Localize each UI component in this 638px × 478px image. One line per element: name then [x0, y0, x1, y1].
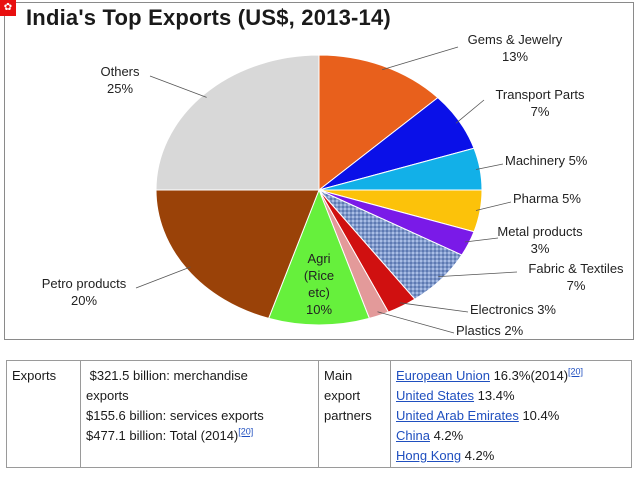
- partner-item: United Arab Emirates 10.4%: [396, 408, 560, 423]
- pie-slice-others: [155, 54, 320, 191]
- leader-line: [377, 311, 455, 334]
- slice-label: Transport Parts 7%: [495, 87, 585, 119]
- partner-item: European Union 16.3%(2014)[20]: [396, 366, 584, 383]
- leader-line: [399, 302, 469, 313]
- leader-line: [381, 46, 459, 71]
- exports-line-merchandise-cont: exports: [86, 388, 129, 403]
- partner-reference-link[interactable]: [20]: [568, 366, 584, 377]
- logo-flower-icon: ✿: [0, 0, 16, 16]
- partner-link-uae[interactable]: United Arab Emirates: [396, 408, 519, 423]
- slice-label: Pharma 5%: [513, 191, 581, 206]
- slice-label: Others 25%: [100, 64, 140, 96]
- partner-link-hong-kong[interactable]: Hong Kong: [396, 448, 462, 463]
- partner-item: Hong Kong 4.2%: [396, 448, 495, 463]
- exports-values-cell: $321.5 billion: merchandise exports $155…: [80, 360, 319, 468]
- exports-line-total: $477.1 billion: Total (2014)[20]: [86, 426, 254, 443]
- slice-label: Gems & Jewelry 13%: [468, 32, 563, 64]
- slice-label: Fabric & Textiles 7%: [528, 261, 624, 293]
- exports-row-label: Exports: [6, 360, 81, 468]
- slice-label: Metal products 3%: [497, 224, 583, 256]
- pie-chart: Gems & Jewelry 13% Transport Parts 7% Machin…: [42, 32, 624, 338]
- slice-label: Electronics 3%: [470, 302, 556, 317]
- partner-item: China 4.2%: [396, 428, 464, 443]
- pie-slice-gems-jewelry: [318, 54, 439, 192]
- slice-label: Machinery 5%: [505, 153, 588, 168]
- leader-line: [464, 237, 499, 243]
- slice-label: Petro products 20%: [42, 276, 127, 308]
- leader-line: [438, 271, 518, 277]
- partner-link-united-states[interactable]: United States: [396, 388, 475, 403]
- pie-slice-petro-products: [155, 189, 320, 319]
- leader-line: [455, 99, 485, 124]
- chart-title: India's Top Exports (US$, 2013-14): [26, 5, 391, 30]
- slice-label: Plastics 2%: [456, 323, 524, 338]
- exports-reference-link[interactable]: [20]: [238, 426, 254, 437]
- leader-line: [149, 75, 207, 98]
- partner-item: United States 13.4%: [396, 388, 515, 403]
- partner-link-china[interactable]: China: [396, 428, 430, 443]
- table-row: Exports $321.5 billion: merchandise expo…: [6, 360, 632, 468]
- leader-line: [475, 201, 512, 211]
- slice-label: Agri (Rice etc) 10%: [304, 251, 334, 317]
- exports-line-services: $155.6 billion: services exports: [86, 408, 264, 423]
- partners-list-cell: European Union 16.3%(2014)[20] United St…: [390, 360, 632, 468]
- partners-label-cell: Main export partners: [318, 360, 391, 468]
- leader-line: [135, 266, 191, 289]
- exports-info-table: Exports $321.5 billion: merchandise expo…: [6, 360, 632, 468]
- exports-line-merchandise: $321.5 billion: merchandise: [86, 368, 248, 383]
- partner-link-european-union[interactable]: European Union: [396, 368, 490, 383]
- leader-line: [475, 163, 504, 170]
- pie-slice-agri-rice-etc: [267, 188, 371, 326]
